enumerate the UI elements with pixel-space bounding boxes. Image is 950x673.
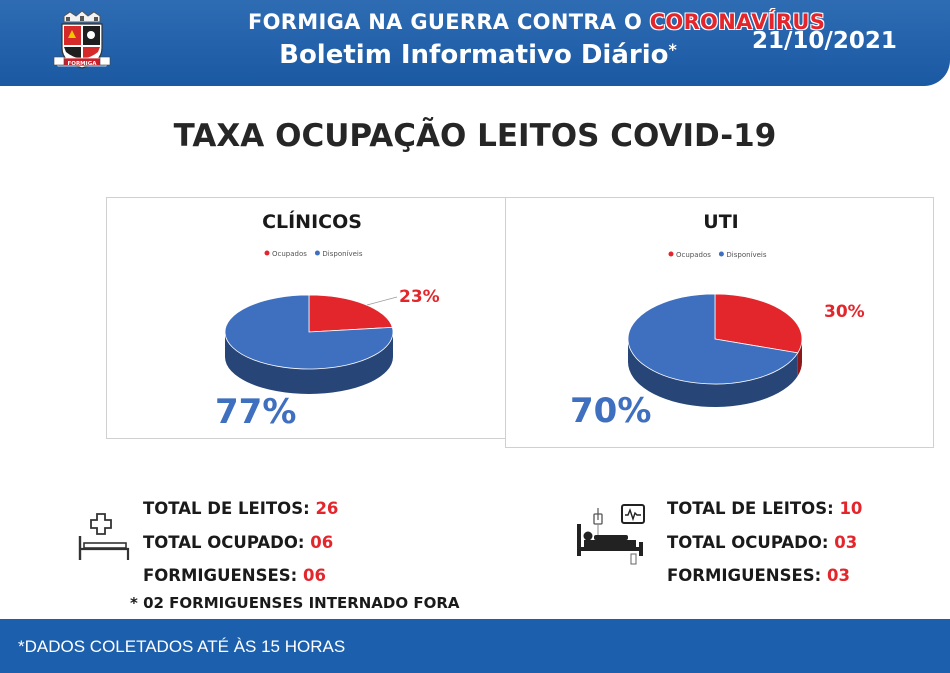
stat-label: FORMIGUENSES: bbox=[667, 566, 827, 585]
chart-title: UTI bbox=[703, 211, 738, 233]
header-subtitle-text: Boletim Informativo Diário bbox=[279, 40, 669, 70]
legend-entry: Ocupados bbox=[676, 251, 711, 259]
footer-note: *DADOS COLETADOS ATÉ ÀS 15 HORAS bbox=[18, 637, 346, 656]
chart-title: CLÍNICOS bbox=[262, 210, 362, 233]
header-subtitle: Boletim Informativo Diário* bbox=[248, 40, 708, 70]
clinicos-pie-chart: CLÍNICOS Ocupados Disponíveis 23% 77% bbox=[215, 210, 440, 432]
legend-marker bbox=[264, 250, 270, 256]
crest-banner-text: FORMIGA bbox=[68, 61, 98, 67]
stat-value: 03 bbox=[826, 566, 850, 585]
clinicos-total-occupied: TOTAL OCUPADO: 06 bbox=[143, 533, 333, 552]
clinicos-total-beds: TOTAL DE LEITOS: 26 bbox=[143, 499, 338, 518]
stat-value: 10 bbox=[839, 499, 863, 518]
uti-total-occupied: TOTAL OCUPADO: 03 bbox=[667, 533, 857, 552]
data-label-leader bbox=[366, 296, 398, 306]
legend-entry: Disponíveis bbox=[726, 251, 766, 259]
uti-pie-chart: UTI Ocupados Disponíveis 30% 70% bbox=[570, 211, 865, 431]
legend-marker bbox=[314, 250, 320, 256]
stat-value: 03 bbox=[834, 533, 858, 552]
data-label-available: 70% bbox=[570, 391, 651, 431]
pie-slice-side bbox=[225, 332, 393, 394]
uti-chart-panel: UTI Ocupados Disponíveis 30% 70% bbox=[505, 197, 934, 448]
icu-bed-monitor-icon bbox=[577, 504, 645, 565]
stat-label: TOTAL DE LEITOS: bbox=[667, 499, 840, 518]
stat-value: 06 bbox=[310, 533, 334, 552]
header-headline-accent: CORONAVÍRUS bbox=[649, 10, 826, 34]
legend-entry: Disponíveis bbox=[322, 250, 362, 258]
header-headline: FORMIGA NA GUERRA CONTRA O CORONAVÍRUS bbox=[248, 10, 825, 34]
pie-slice-side bbox=[628, 339, 798, 407]
legend-entry: Ocupados bbox=[272, 250, 307, 258]
uti-formiguenses: FORMIGUENSES: 03 bbox=[667, 566, 850, 585]
stat-label: FORMIGUENSES: bbox=[143, 566, 303, 585]
clinicos-formiguenses: FORMIGUENSES: 06 bbox=[143, 566, 326, 585]
legend-marker bbox=[718, 251, 724, 257]
legend-marker bbox=[668, 251, 674, 257]
clinicos-chart-panel: CLÍNICOS Ocupados Disponíveis 23% 77% bbox=[106, 197, 518, 439]
pie-slice-ocupados bbox=[308, 294, 393, 333]
pie-slice-side bbox=[797, 339, 802, 376]
stat-label: TOTAL OCUPADO: bbox=[143, 533, 311, 552]
stat-value: 26 bbox=[315, 499, 339, 518]
stat-label: TOTAL OCUPADO: bbox=[667, 533, 835, 552]
header-shading bbox=[0, 0, 950, 86]
data-label-available: 77% bbox=[215, 392, 296, 432]
header-banner bbox=[0, 0, 950, 86]
footnote-external: * 02 FORMIGUENSES INTERNADO FORA bbox=[130, 594, 460, 612]
pie-slice-ocupados bbox=[714, 293, 803, 354]
bulletin-date: 21/10/2021 bbox=[752, 28, 897, 54]
footer-banner: *DADOS COLETADOS ATÉ ÀS 15 HORAS bbox=[0, 619, 950, 673]
city-crest-logo: FORMIGA bbox=[53, 10, 111, 69]
data-label-occupied: 23% bbox=[399, 287, 440, 307]
data-label-occupied: 30% bbox=[824, 302, 865, 322]
pie-slice-disponiveis bbox=[627, 293, 799, 385]
header-subtitle-mark: * bbox=[668, 40, 677, 59]
uti-total-beds: TOTAL DE LEITOS: 10 bbox=[667, 499, 862, 518]
stat-label: TOTAL DE LEITOS: bbox=[143, 499, 316, 518]
header-headline-prefix: FORMIGA NA GUERRA CONTRA O bbox=[248, 10, 650, 34]
page-title: TAXA OCUPAÇÃO LEITOS COVID-19 bbox=[173, 118, 777, 154]
pie-slice-disponiveis bbox=[224, 294, 394, 370]
stat-value: 06 bbox=[302, 566, 326, 585]
hospital-bed-cross-icon bbox=[78, 513, 130, 560]
